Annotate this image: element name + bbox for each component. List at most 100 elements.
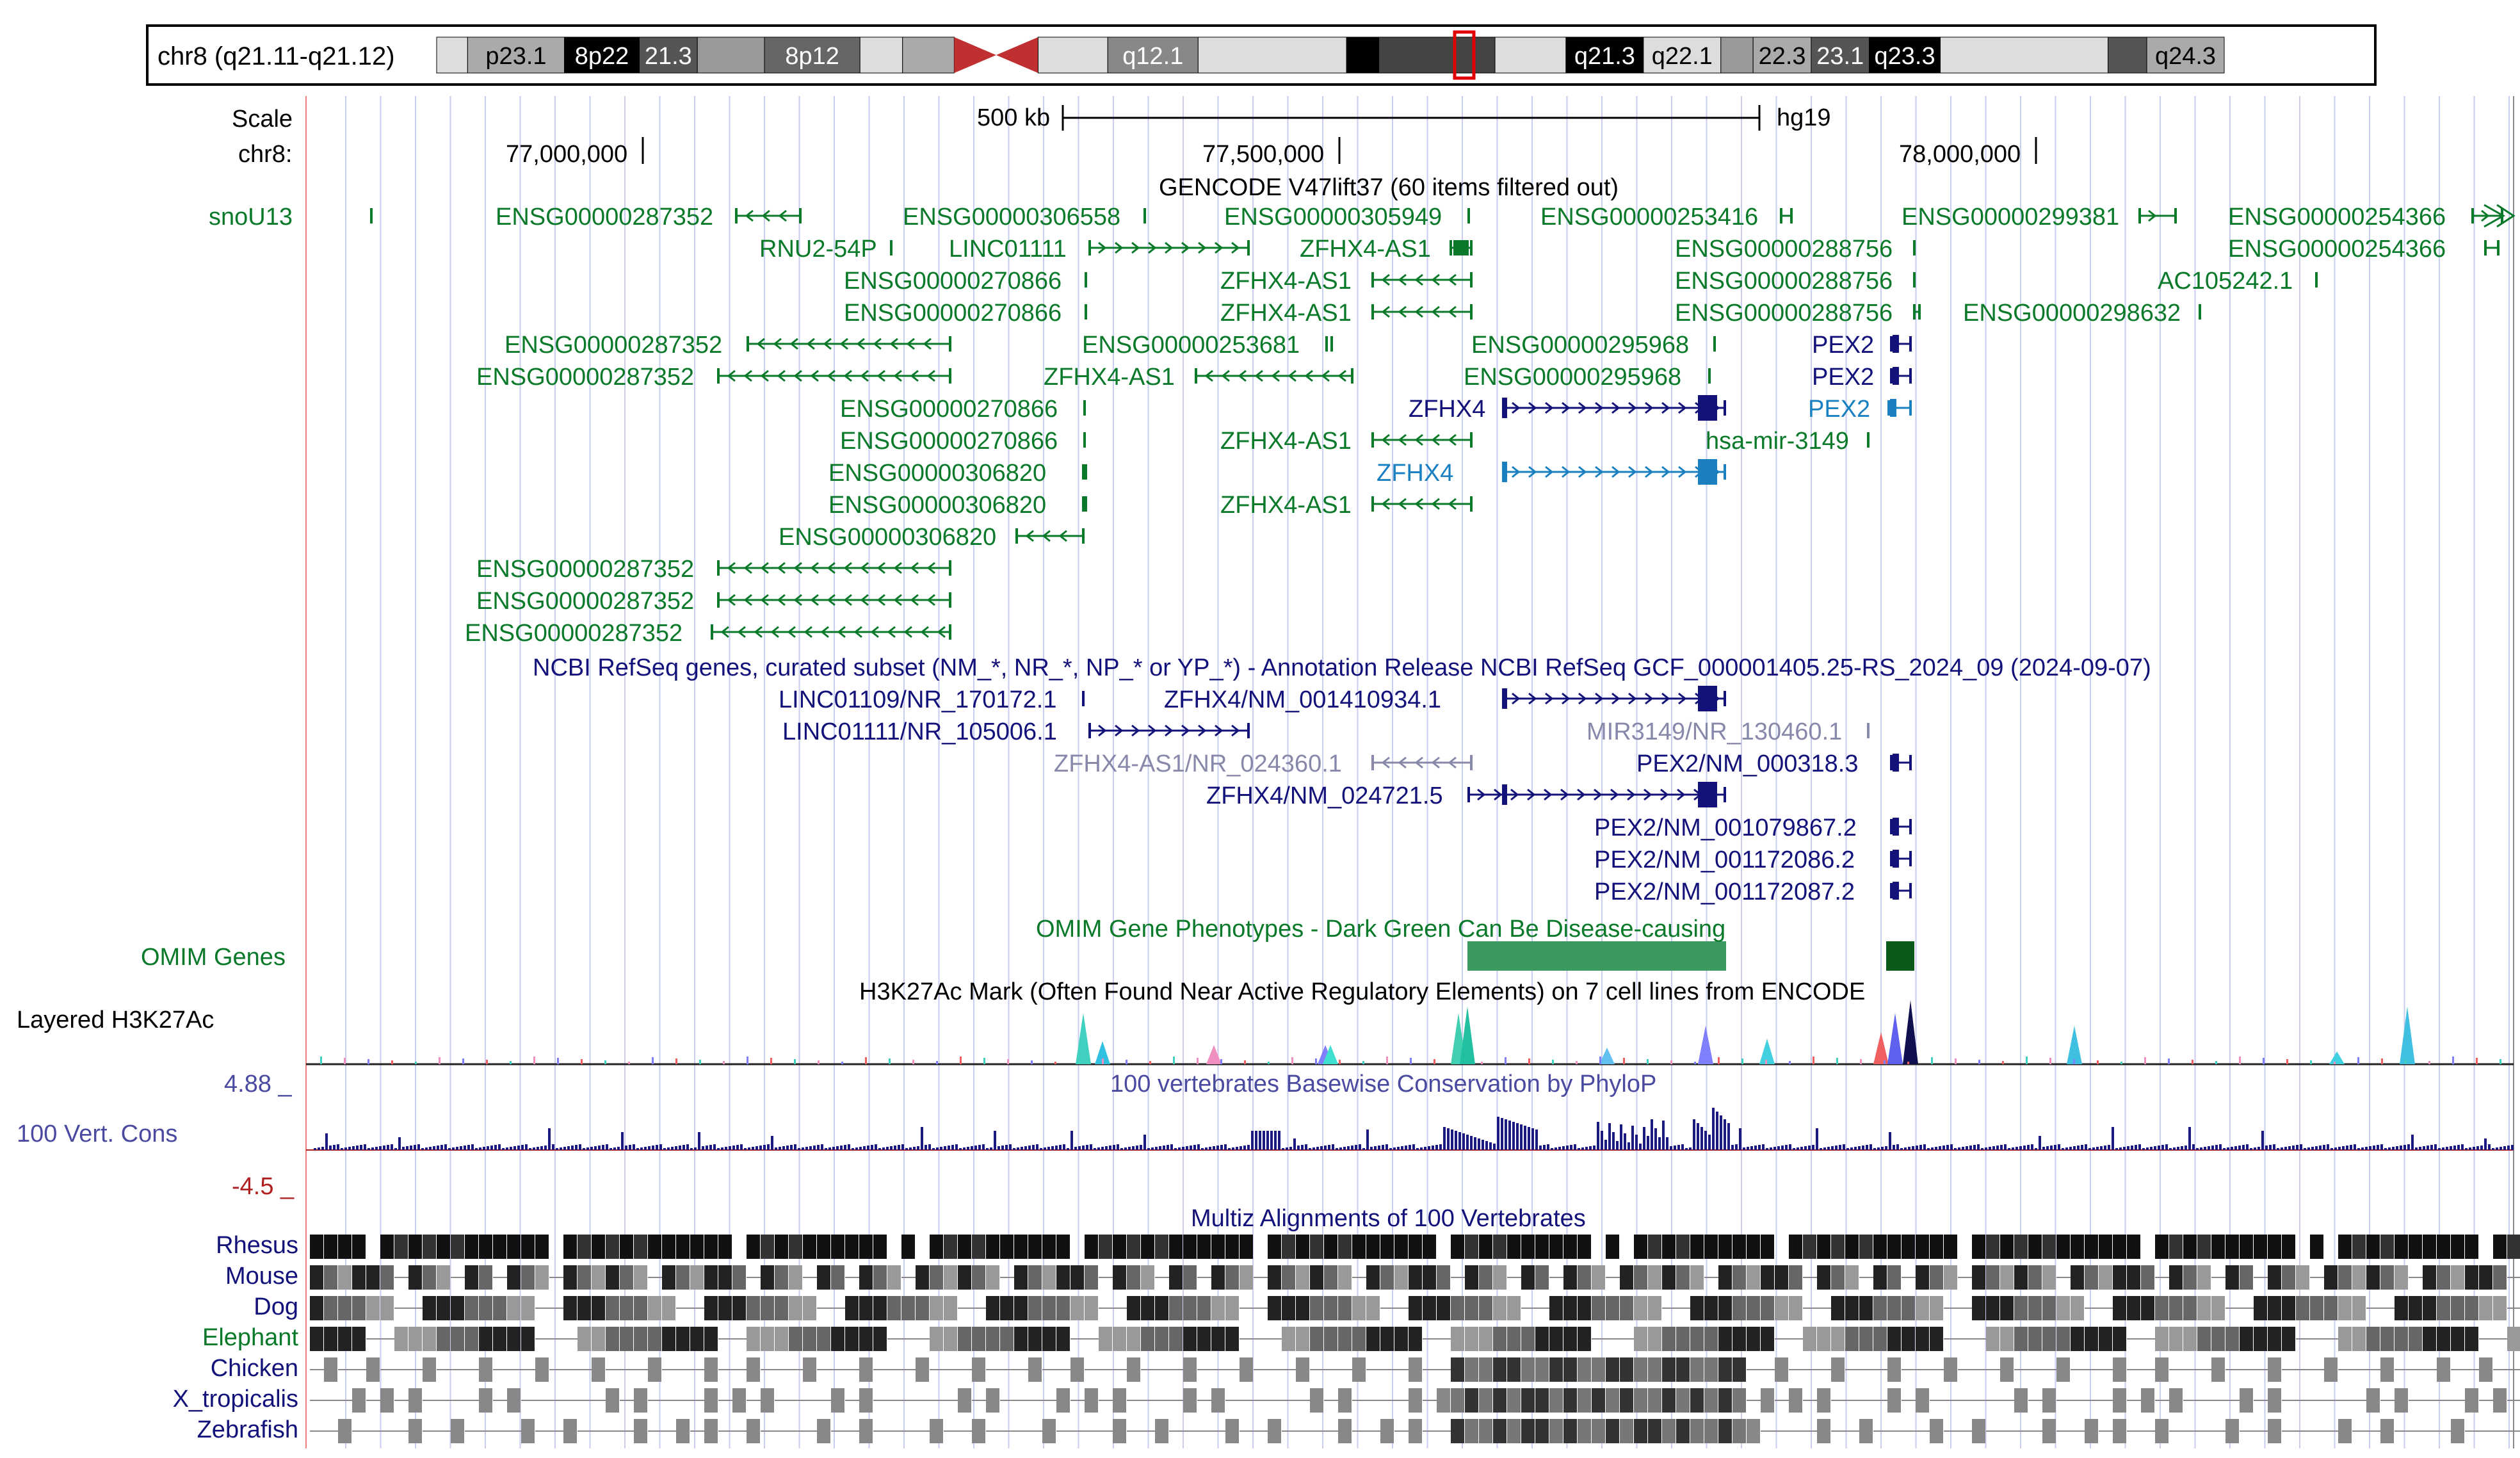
species-label[interactable]: Mouse (225, 1263, 298, 1290)
gene-label[interactable]: ENSG00000253681 (1082, 332, 1300, 359)
gene-label[interactable]: PEX2 (1812, 332, 1875, 359)
refseq-gene-label[interactable]: ZFHX4/NM_001410934.1 (1164, 686, 1442, 713)
signal-noise (2120, 1062, 2122, 1064)
gene-label[interactable]: ENSG00000270866 (840, 396, 1058, 423)
alignment-block (380, 1235, 394, 1259)
species-label[interactable]: Zebrafish (197, 1416, 298, 1443)
gene-label[interactable]: ENSG00000299381 (1902, 204, 2120, 231)
gene-label[interactable]: ENSG00000295968 (1471, 332, 1690, 359)
gene-label[interactable]: ZFHX4 (1377, 460, 1454, 487)
species-label[interactable]: Rhesus (216, 1232, 298, 1259)
gene-label[interactable]: ZFHX4-AS1 (1220, 300, 1352, 327)
species-label[interactable]: X_tropicalis (172, 1386, 298, 1413)
gene-label[interactable]: ENSG00000288756 (1675, 268, 1893, 295)
gene-label[interactable]: ENSG00000305949 (1224, 204, 1442, 231)
ideogram-bands[interactable]: p23.1 8p22 21.3 8p12 q12.1 q21.3 q22.1 22.3 23.1… (149, 27, 2374, 83)
h3k27ac-track-title[interactable]: H3K27Ac Mark (Often Found Near Active Re… (859, 978, 1866, 1005)
strand-arrow (1321, 369, 1330, 382)
alignment-block (352, 1388, 366, 1413)
chromosome-ideogram[interactable]: chr8 (q21.11-q21.12) p23.1 8p22 21.3 8p12 q1… (146, 24, 2377, 86)
gene-label[interactable]: ENSG00000287352 (476, 556, 695, 583)
alignment-block (1113, 1327, 1126, 1351)
refseq-gene-label[interactable]: PEX2/NM_000318.3 (1636, 750, 1859, 777)
gene-label[interactable]: ENSG00000287352 (465, 620, 683, 647)
conservation-bar (648, 1146, 650, 1150)
gene-label[interactable]: ENSG00000288756 (1675, 236, 1893, 263)
omim-track-label[interactable]: OMIM Genes (141, 944, 286, 971)
gene-label[interactable]: ENSG00000253416 (1540, 204, 1759, 231)
conservation-bar (2311, 1147, 2314, 1150)
alignment-block (1211, 1388, 1225, 1413)
gene-label[interactable]: RNU2-54P (759, 236, 877, 263)
gene-label[interactable]: LINC01111 (949, 236, 1067, 263)
species-label[interactable]: Elephant (202, 1324, 298, 1351)
gene-label[interactable]: ENSG00000254366 (2228, 236, 2446, 263)
gene-label[interactable]: ENSG00000287352 (476, 364, 695, 391)
strand-arrow (1414, 273, 1423, 286)
refseq-gene-label[interactable]: ZFHX4-AS1/NR_024360.1 (1054, 750, 1342, 777)
gene-label[interactable]: ENSG00000287352 (476, 588, 695, 615)
signal-peak (1095, 1041, 1110, 1064)
alignment-block (958, 1235, 971, 1259)
gene-label[interactable]: ZFHX4-AS1 (1220, 492, 1352, 519)
alignment-block (1085, 1296, 1098, 1320)
gene-label[interactable]: ZFHX4 (1409, 396, 1486, 423)
gene-label[interactable]: ENSG00000295968 (1464, 364, 1682, 391)
phylop-track-label[interactable]: 100 Vert. Cons (17, 1121, 178, 1147)
h3k27ac-track-label[interactable]: Layered H3K27Ac (17, 1007, 214, 1033)
species-label[interactable]: Dog (254, 1293, 298, 1320)
conservation-bar (1359, 1144, 1361, 1150)
strand-arrow (870, 626, 879, 638)
snou13-track-label[interactable]: snoU13 (209, 204, 293, 231)
alignment-block (1507, 1327, 1521, 1351)
refseq-gene-label[interactable]: PEX2/NM_001172087.2 (1594, 879, 1855, 905)
refseq-gene-label[interactable]: LINC01109/NR_170172.1 (779, 686, 1057, 713)
gene-label[interactable]: ZFHX4-AS1 (1220, 268, 1352, 295)
alignment-block (1817, 1235, 1830, 1259)
conservation-bar (1551, 1148, 1553, 1150)
gene-label[interactable]: ENSG00000270866 (840, 428, 1058, 455)
alignment-block (2071, 1327, 2084, 1351)
refseq-gene-label[interactable]: ZFHX4/NM_024721.5 (1206, 782, 1443, 809)
gene-label[interactable]: ZFHX4-AS1 (1220, 428, 1352, 455)
species-label[interactable]: Chicken (210, 1355, 298, 1382)
gene-label[interactable]: ZFHX4-AS1 (1300, 236, 1431, 263)
conservation-bar (1297, 1146, 1300, 1150)
gene-label[interactable]: ENSG00000306558 (903, 204, 1121, 231)
gencode-track-title[interactable]: GENCODE V47lift37 (60 items filtered out… (1159, 174, 1619, 201)
refseq-gene-label[interactable]: PEX2/NM_001079867.2 (1594, 814, 1857, 841)
conservation-bar (955, 1144, 958, 1150)
gene-label[interactable]: ENSG00000306820 (828, 460, 1047, 487)
gene-label[interactable]: ENSG00000270866 (844, 300, 1062, 327)
gene-label[interactable]: ENSG00000306820 (779, 524, 997, 551)
conservation-bar (1743, 1147, 1745, 1150)
alignment-block (2282, 1327, 2295, 1351)
alignment-block (1634, 1357, 1647, 1382)
gene-label[interactable]: PEX2 (1808, 396, 1871, 423)
gene-label[interactable]: ENSG00000288756 (1675, 300, 1893, 327)
gene-label[interactable]: ENSG00000270866 (844, 268, 1062, 295)
conservation-bar (364, 1144, 366, 1150)
conservation-bar (2453, 1146, 2456, 1150)
phylop-track-title[interactable]: 100 vertebrates Basewise Conservation by… (1110, 1071, 1657, 1098)
alignment-block (1451, 1235, 1464, 1259)
gene-label[interactable]: ENSG00000298632 (1963, 300, 2181, 327)
refseq-gene-label[interactable]: LINC01111/NR_105006.1 (782, 718, 1057, 745)
gene-label[interactable]: ENSG00000287352 (505, 332, 723, 359)
alignment-block (2366, 1265, 2380, 1290)
gene-label[interactable]: AC105242.1 (2158, 268, 2293, 295)
gene-label[interactable]: ZFHX4-AS1 (1044, 364, 1175, 391)
gene-label[interactable]: ENSG00000306820 (828, 492, 1047, 519)
refseq-track-title[interactable]: NCBI RefSeq genes, curated subset (NM_*,… (533, 654, 2151, 681)
gene-label[interactable]: ENSG00000254366 (2228, 204, 2446, 231)
signal-noise (1647, 1059, 1649, 1064)
refseq-gene-label[interactable]: MIR3149/NR_130460.1 (1587, 718, 1843, 745)
multiz-track-title[interactable]: Multiz Alignments of 100 Vertebrates (1191, 1205, 1586, 1232)
refseq-gene-label[interactable]: PEX2/NM_001172086.2 (1594, 846, 1855, 873)
gene-label[interactable]: PEX2 (1812, 364, 1875, 391)
gene-label[interactable]: hsa-mir-3149 (1706, 428, 1849, 455)
gene-label[interactable]: ENSG00000287352 (496, 204, 714, 231)
alignment-block (1409, 1388, 1422, 1413)
omim-track-title[interactable]: OMIM Gene Phenotypes - Dark Green Can Be… (1036, 916, 1726, 943)
